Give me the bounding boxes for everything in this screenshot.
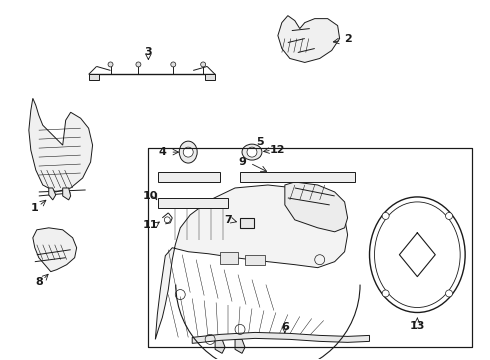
Text: 11: 11 xyxy=(143,220,158,230)
Text: 8: 8 xyxy=(35,276,43,287)
Circle shape xyxy=(382,212,389,220)
Text: 13: 13 xyxy=(410,321,425,332)
Text: 7: 7 xyxy=(224,215,232,225)
Circle shape xyxy=(201,62,206,67)
Polygon shape xyxy=(33,228,76,272)
Bar xyxy=(220,252,238,264)
Bar xyxy=(158,172,220,182)
Circle shape xyxy=(445,290,453,297)
Text: 2: 2 xyxy=(343,33,351,44)
Polygon shape xyxy=(89,75,98,80)
Polygon shape xyxy=(63,188,71,200)
Text: 5: 5 xyxy=(256,137,264,147)
Text: 3: 3 xyxy=(145,48,152,58)
Polygon shape xyxy=(29,98,93,192)
Polygon shape xyxy=(192,332,369,343)
Text: 4: 4 xyxy=(158,147,166,157)
Circle shape xyxy=(445,212,453,220)
Polygon shape xyxy=(215,339,225,353)
Circle shape xyxy=(171,62,176,67)
Text: 1: 1 xyxy=(31,203,39,213)
Bar xyxy=(245,255,265,265)
Polygon shape xyxy=(278,15,340,62)
Bar xyxy=(240,218,254,228)
Text: 9: 9 xyxy=(238,157,246,167)
Polygon shape xyxy=(285,182,347,232)
Bar xyxy=(158,198,228,208)
Polygon shape xyxy=(155,185,347,339)
Ellipse shape xyxy=(179,141,197,163)
Ellipse shape xyxy=(242,144,262,160)
Circle shape xyxy=(247,147,257,157)
Circle shape xyxy=(382,290,389,297)
Polygon shape xyxy=(205,75,215,80)
Ellipse shape xyxy=(369,197,465,312)
Text: 10: 10 xyxy=(143,191,158,201)
Polygon shape xyxy=(49,188,56,200)
Text: 6: 6 xyxy=(281,323,289,332)
Circle shape xyxy=(108,62,113,67)
Text: 12: 12 xyxy=(270,145,286,155)
Circle shape xyxy=(136,62,141,67)
Polygon shape xyxy=(235,339,245,353)
Bar xyxy=(240,172,355,182)
Bar xyxy=(148,148,472,347)
Bar xyxy=(148,148,472,347)
Circle shape xyxy=(183,147,193,157)
